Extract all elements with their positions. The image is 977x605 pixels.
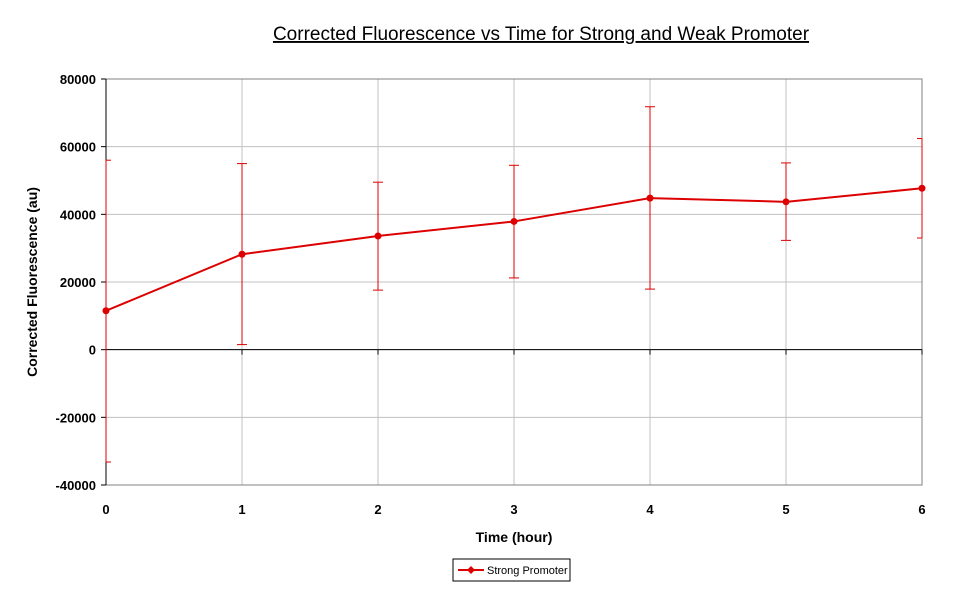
x-tick-label: 5 (782, 502, 789, 517)
x-tick-label: 6 (918, 502, 925, 517)
legend-swatch-marker (467, 566, 475, 574)
x-tick-label: 2 (374, 502, 381, 517)
y-tick-label: 60000 (60, 140, 96, 155)
y-tick-labels: 80000 60000 40000 20000 0 -20000 -40000 (56, 72, 96, 493)
data-point (238, 250, 246, 258)
y-tick-label: -40000 (56, 478, 96, 493)
legend-box (452, 558, 571, 582)
y-tick-label: 0 (89, 343, 96, 358)
x-tick-label: 4 (646, 502, 654, 517)
chart-title: Corrected Fluorescence vs Time for Stron… (273, 24, 810, 45)
data-point (102, 307, 110, 315)
x-axis-label: Time (hour) (476, 529, 553, 545)
data-point (510, 217, 518, 225)
data-point (918, 184, 926, 192)
x-tick-label: 0 (102, 502, 109, 517)
x-tick-label: 1 (238, 502, 245, 517)
legend-label: Strong Promoter (487, 565, 568, 577)
legend: Strong Promoter (452, 558, 571, 582)
grid-lines (106, 79, 922, 485)
y-tick-label: 20000 (60, 275, 96, 290)
x-tick-label: 3 (510, 502, 517, 517)
y-tick-label: -20000 (56, 410, 96, 425)
y-axis-label: Corrected Fluorescence (au) (24, 187, 40, 377)
data-points (102, 184, 926, 315)
data-point (374, 232, 382, 240)
y-tick-label: 40000 (60, 207, 96, 222)
x-tick-labels: 0 1 2 3 4 5 6 (102, 502, 925, 517)
data-point (646, 194, 654, 202)
data-point (782, 198, 790, 206)
y-tick-label: 80000 (60, 72, 96, 87)
